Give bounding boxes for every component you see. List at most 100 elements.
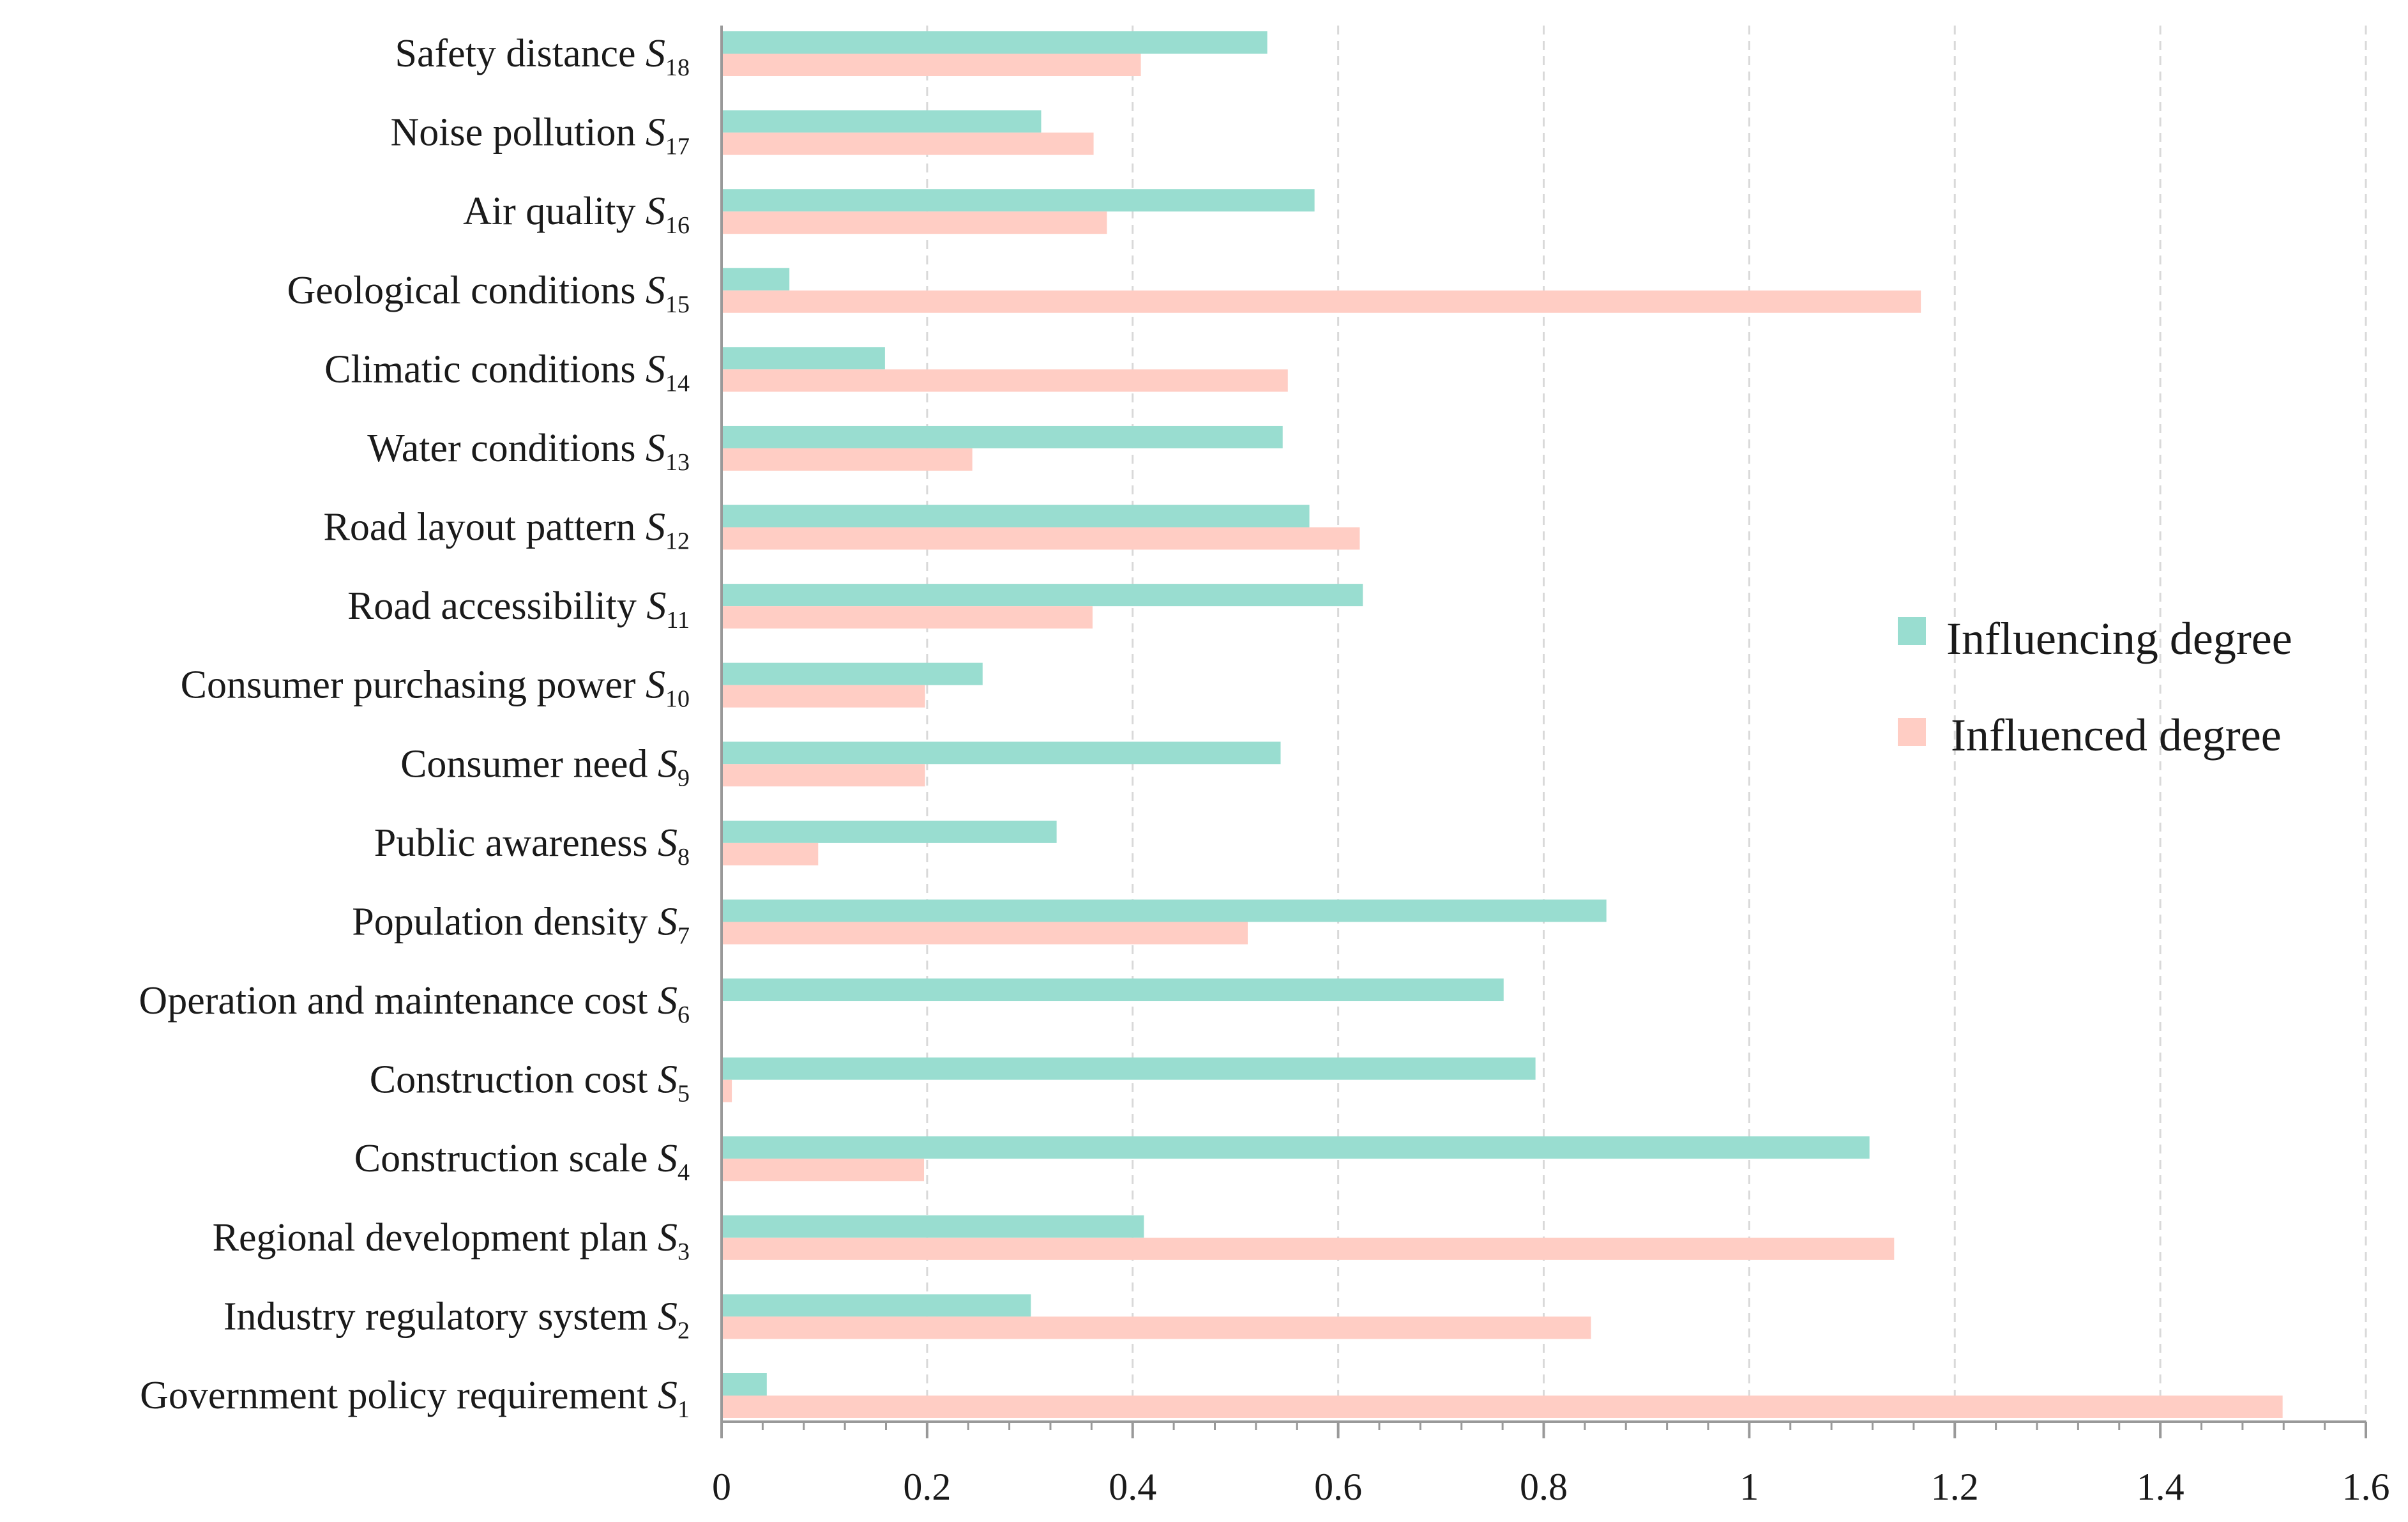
category-symbol: S bbox=[646, 32, 665, 75]
category-subscript: 15 bbox=[665, 291, 690, 318]
legend-swatch-influenced bbox=[1898, 718, 1926, 746]
bar-influenced-17 bbox=[722, 132, 1094, 155]
bar-influencing-16 bbox=[722, 189, 1315, 212]
category-symbol: S bbox=[658, 1058, 678, 1102]
bar-influencing-15 bbox=[722, 268, 790, 291]
bar-influenced-3 bbox=[722, 1237, 1895, 1260]
bar-influenced-7 bbox=[722, 922, 1248, 945]
category-label-14: Climatic conditions S14 bbox=[324, 347, 690, 397]
category-symbol: S bbox=[646, 111, 665, 155]
bar-influenced-13 bbox=[722, 448, 973, 471]
bar-influenced-5 bbox=[722, 1079, 732, 1102]
category-subscript: 12 bbox=[665, 528, 690, 555]
category-name: Safety distance bbox=[395, 32, 646, 75]
category-labels: Government policy requirement S1Industry… bbox=[139, 32, 690, 1423]
category-label-11: Road accessibility S11 bbox=[347, 584, 690, 634]
category-label-1: Government policy requirement S1 bbox=[140, 1374, 690, 1423]
x-tick-label-2: 0.4 bbox=[1109, 1466, 1156, 1508]
x-tick-labels: 0 0.2 0.4 0.6 0.8 1 1.2 1.4 1.6 bbox=[712, 1466, 2390, 1508]
bar-influenced-11 bbox=[722, 606, 1093, 629]
category-name: Regional development plan bbox=[213, 1216, 658, 1259]
bar-influencing-3 bbox=[722, 1215, 1144, 1238]
category-symbol: S bbox=[658, 742, 678, 786]
category-label-5: Construction cost S5 bbox=[370, 1058, 690, 1107]
legend-label-influencing: Influencing degree bbox=[1946, 613, 2292, 664]
category-subscript: 6 bbox=[678, 1001, 690, 1028]
category-symbol: S bbox=[646, 190, 665, 233]
bar-influenced-14 bbox=[722, 369, 1288, 392]
category-name: Construction cost bbox=[370, 1058, 658, 1102]
category-symbol: S bbox=[646, 584, 666, 628]
category-symbol: S bbox=[658, 821, 678, 865]
bars bbox=[722, 31, 2283, 1418]
category-name: Population density bbox=[352, 900, 658, 943]
category-symbol: S bbox=[658, 979, 678, 1023]
bar-influencing-1 bbox=[722, 1373, 767, 1396]
category-label-2: Industry regulatory system S2 bbox=[223, 1295, 690, 1344]
bar-influencing-11 bbox=[722, 584, 1363, 607]
bar-influencing-5 bbox=[722, 1057, 1536, 1080]
bar-influencing-18 bbox=[722, 31, 1268, 54]
category-label-3: Regional development plan S3 bbox=[213, 1216, 690, 1265]
category-subscript: 3 bbox=[678, 1238, 690, 1265]
x-tick-label-6: 1.2 bbox=[1931, 1466, 1979, 1508]
category-label-17: Noise pollution S17 bbox=[390, 111, 690, 160]
category-symbol: S bbox=[658, 1137, 678, 1180]
category-name: Construction scale bbox=[354, 1137, 658, 1180]
category-name: Air quality bbox=[463, 190, 646, 233]
category-name: Road accessibility bbox=[347, 584, 646, 628]
category-name: Climatic conditions bbox=[324, 347, 646, 391]
category-symbol: S bbox=[646, 269, 665, 312]
category-label-18: Safety distance S18 bbox=[395, 32, 690, 81]
category-subscript: 11 bbox=[666, 607, 690, 634]
bar-influenced-18 bbox=[722, 54, 1141, 76]
category-symbol: S bbox=[658, 1216, 678, 1259]
category-subscript: 13 bbox=[665, 449, 690, 476]
category-name: Industry regulatory system bbox=[223, 1295, 658, 1338]
category-subscript: 4 bbox=[678, 1159, 690, 1186]
category-label-9: Consumer need S9 bbox=[400, 742, 690, 791]
bar-influenced-9 bbox=[722, 764, 925, 787]
category-subscript: 14 bbox=[665, 370, 690, 397]
category-label-15: Geological conditions S15 bbox=[287, 269, 690, 318]
bar-influencing-14 bbox=[722, 347, 885, 370]
category-label-16: Air quality S16 bbox=[463, 190, 690, 239]
bar-influenced-8 bbox=[722, 842, 819, 865]
category-name: Noise pollution bbox=[390, 111, 646, 155]
bar-influenced-12 bbox=[722, 527, 1360, 550]
category-symbol: S bbox=[658, 1374, 678, 1417]
bar-influencing-7 bbox=[722, 899, 1607, 922]
bar-influenced-4 bbox=[722, 1159, 925, 1182]
bar-influenced-2 bbox=[722, 1316, 1591, 1339]
x-tick-label-8: 1.6 bbox=[2342, 1466, 2390, 1508]
category-subscript: 5 bbox=[678, 1081, 690, 1107]
category-symbol: S bbox=[646, 347, 665, 391]
category-subscript: 7 bbox=[678, 922, 690, 949]
category-subscript: 8 bbox=[678, 844, 690, 871]
category-name: Government policy requirement bbox=[140, 1374, 658, 1417]
category-label-10: Consumer purchasing power S10 bbox=[181, 664, 690, 713]
legend: Influencing degree Influenced degree bbox=[1898, 613, 2292, 761]
axes bbox=[720, 26, 2367, 1438]
bar-influencing-8 bbox=[722, 820, 1057, 843]
x-tick-label-4: 0.8 bbox=[1520, 1466, 1568, 1508]
bar-influenced-1 bbox=[722, 1396, 2283, 1418]
category-name: Road layout pattern bbox=[324, 506, 646, 549]
bar-influencing-13 bbox=[722, 425, 1283, 448]
x-tick-label-3: 0.6 bbox=[1314, 1466, 1362, 1508]
category-name: Public awareness bbox=[374, 821, 658, 865]
x-tick-label-5: 1 bbox=[1739, 1466, 1759, 1508]
category-name: Operation and maintenance cost bbox=[139, 979, 658, 1023]
bar-influencing-2 bbox=[722, 1294, 1031, 1317]
grid-lines bbox=[926, 26, 2367, 1422]
category-label-12: Road layout pattern S12 bbox=[324, 506, 690, 555]
category-label-7: Population density S7 bbox=[352, 900, 690, 949]
category-subscript: 10 bbox=[665, 686, 690, 713]
category-symbol: S bbox=[646, 664, 665, 707]
category-subscript: 9 bbox=[678, 765, 690, 791]
category-subscript: 1 bbox=[678, 1396, 690, 1423]
category-subscript: 17 bbox=[665, 133, 690, 160]
category-symbol: S bbox=[658, 1295, 678, 1338]
legend-label-influenced: Influenced degree bbox=[1951, 710, 2282, 761]
